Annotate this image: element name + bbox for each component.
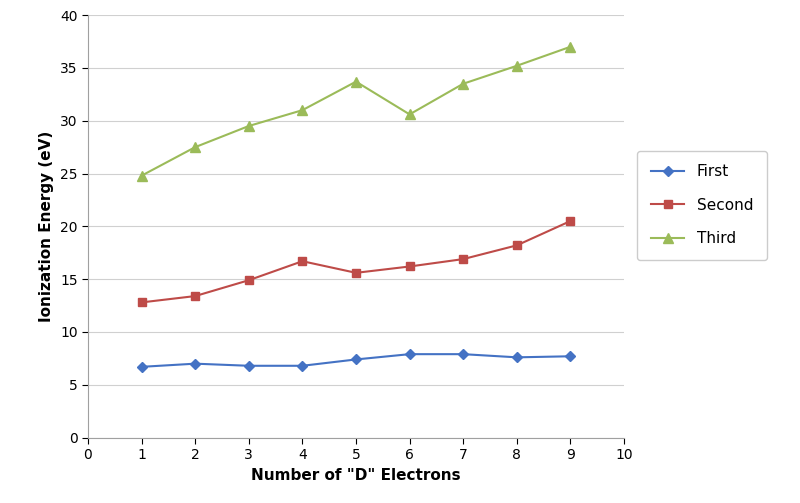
X-axis label: Number of "D" Electrons: Number of "D" Electrons xyxy=(251,468,461,482)
Third xyxy=(298,107,307,113)
Second xyxy=(244,277,254,283)
Third xyxy=(512,63,522,69)
First xyxy=(351,357,361,363)
Second xyxy=(512,242,522,248)
Third xyxy=(351,78,361,85)
Legend: First, Second, Third: First, Second, Third xyxy=(637,150,767,260)
Second xyxy=(298,258,307,264)
Y-axis label: Ionization Energy (eV): Ionization Energy (eV) xyxy=(39,131,54,322)
Third xyxy=(405,111,414,117)
First xyxy=(512,354,522,360)
Second xyxy=(137,299,146,305)
Third xyxy=(458,81,468,87)
Second xyxy=(458,256,468,262)
Third xyxy=(137,173,146,179)
Line: Second: Second xyxy=(138,217,574,306)
Third xyxy=(244,123,254,129)
Second xyxy=(351,270,361,276)
Line: Third: Third xyxy=(137,42,575,181)
Third xyxy=(566,44,575,50)
First xyxy=(566,353,575,359)
Line: First: First xyxy=(138,351,574,370)
Third xyxy=(190,144,200,150)
First xyxy=(190,361,200,367)
First xyxy=(244,363,254,369)
First xyxy=(298,363,307,369)
First xyxy=(458,351,468,357)
Second xyxy=(566,218,575,224)
Second xyxy=(190,293,200,299)
First xyxy=(137,364,146,370)
Second xyxy=(405,264,414,270)
First xyxy=(405,351,414,357)
